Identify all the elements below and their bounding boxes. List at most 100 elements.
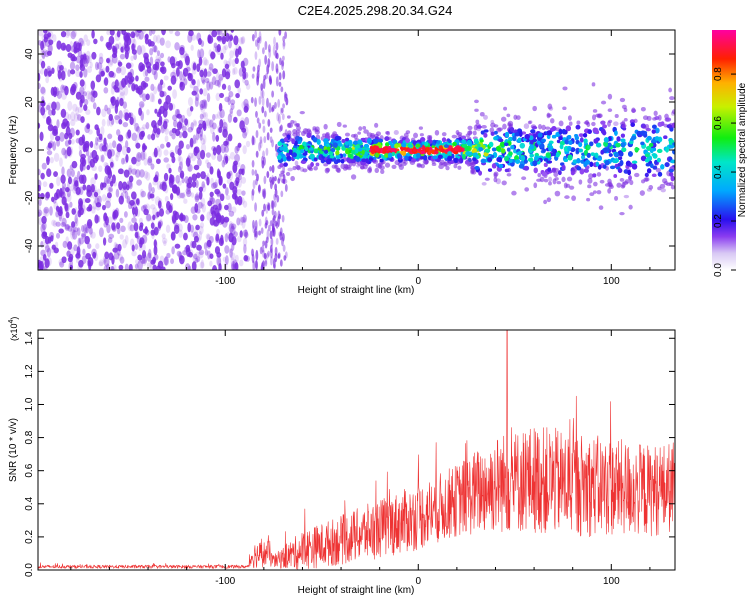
- spectrogram-cell: [127, 71, 133, 80]
- spectrogram-cell: [38, 209, 43, 217]
- spectrogram-cell: [67, 176, 72, 185]
- spectrogram-cell: [434, 129, 440, 136]
- spectrogram-cell: [453, 163, 458, 169]
- spectrogram-cell: [234, 262, 239, 270]
- spectrogram-cell: [668, 87, 673, 93]
- spectrogram-cell: [622, 181, 629, 185]
- spectrogram-cell: [202, 111, 209, 120]
- spectrogram-cell: [510, 145, 515, 150]
- spectrogram-cell: [191, 60, 198, 71]
- spectrogram-cell: [182, 67, 189, 77]
- spectrogram-cell: [228, 223, 235, 233]
- spectrogram-cell: [255, 260, 258, 270]
- spectrogram-cell: [235, 145, 240, 152]
- spectrogram-cell: [150, 83, 155, 92]
- spectrogram-cell: [538, 123, 542, 130]
- spectrogram-cell: [154, 122, 159, 131]
- spectrogram-cell: [343, 163, 349, 169]
- spectrogram-cell: [314, 129, 320, 135]
- spectrogram-cell: [644, 177, 650, 182]
- spectrogram-cell: [71, 221, 76, 228]
- spectrogram-cell: [231, 260, 236, 270]
- spectrogram-cell: [130, 55, 134, 62]
- spectrogram-cell: [153, 245, 158, 256]
- spectrogram-cell: [196, 256, 201, 263]
- spectrogram-cell: [668, 87, 673, 93]
- spectrogram-cell: [60, 42, 67, 51]
- colorbar-tick-label: 0.0: [713, 263, 724, 277]
- spectrogram-cell: [238, 174, 242, 181]
- spectrogram-cell: [46, 156, 50, 166]
- spectrogram-cell: [252, 260, 256, 270]
- spectrogram-cell: [38, 211, 41, 218]
- spectrogram-cell: [146, 109, 150, 116]
- spectrogram-cell: [52, 128, 58, 137]
- spectrogram-cell: [363, 129, 369, 134]
- spectrogram-cell: [59, 261, 65, 268]
- spectrogram-cell: [151, 93, 156, 103]
- spectrogram-cell: [598, 205, 604, 210]
- spectrogram-cell: [168, 178, 174, 188]
- spectrogram-cell: [652, 117, 657, 121]
- spectrogram-cell: [90, 231, 96, 239]
- spectrogram-cell: [420, 150, 425, 155]
- spectrogram-cell: [331, 164, 338, 169]
- spectrogram-cell: [194, 202, 199, 213]
- spectrogram-cell: [583, 121, 589, 125]
- spectrogram-cell: [196, 172, 201, 179]
- spectrogram-cell: [45, 30, 50, 34]
- spectrogram-cell: [282, 132, 288, 137]
- spectrogram-cell: [175, 186, 181, 196]
- spectrogram-cell: [60, 222, 66, 228]
- spectrogram-cell: [629, 140, 634, 145]
- spectrogram-cell: [83, 141, 87, 151]
- spectrogram-cell: [161, 233, 166, 239]
- spectrogram-cell: [378, 138, 384, 143]
- spectrogram-cell: [426, 135, 431, 141]
- spectrogram-cell: [287, 115, 291, 119]
- spectrogram-cell: [439, 159, 445, 166]
- spectrogram-cell: [633, 118, 638, 123]
- spectrogram-cell: [85, 149, 90, 157]
- spectrogram-cell: [70, 224, 76, 234]
- spectrogram-cell: [216, 228, 220, 236]
- spectrogram-cell: [202, 134, 207, 145]
- spectrogram-cell: [186, 182, 193, 189]
- spectrogram-cell: [138, 101, 145, 108]
- spectrogram-cell: [103, 265, 108, 270]
- spectrogram-cell: [324, 167, 330, 174]
- spectrogram-cell: [237, 87, 242, 94]
- spectrogram-cell: [465, 133, 471, 138]
- spectrogram-cell: [644, 158, 650, 163]
- spectrogram-cell: [423, 159, 429, 165]
- spectrogram-cell: [212, 181, 218, 189]
- spectrogram-cell: [69, 185, 74, 192]
- spectrogram-cell: [227, 113, 233, 123]
- spectrogram-cell: [51, 196, 55, 203]
- spectrogram-cell: [616, 136, 621, 142]
- spectrogram-cell: [415, 143, 421, 148]
- spectrogram-cell: [232, 192, 238, 201]
- spectrogram-cell: [541, 124, 546, 131]
- spectrogram-cell: [187, 72, 192, 79]
- spectrogram-cell: [150, 191, 155, 202]
- spectrogram-cell: [77, 263, 83, 270]
- spectrogram-cell: [336, 167, 341, 173]
- spectrogram-cell: [579, 169, 585, 175]
- spectrogram-cell: [95, 202, 102, 208]
- spectrogram-cell: [198, 230, 203, 241]
- spectrogram-cell: [564, 195, 570, 199]
- spectrogram-cell: [92, 251, 97, 259]
- spectrogram-cell: [201, 203, 206, 213]
- spectrogram-cell: [131, 244, 135, 252]
- spectrogram-cell: [239, 216, 244, 226]
- spectrogram-cell: [202, 57, 208, 66]
- spectrogram-cell: [120, 46, 124, 53]
- spectrogram-cell: [76, 42, 81, 51]
- spectrogram-cell: [80, 232, 87, 238]
- spectrogram-cell: [55, 188, 61, 199]
- spectrogram-cell: [119, 234, 124, 240]
- spectrogram-cell: [155, 211, 159, 219]
- spectrogram-cell: [398, 164, 404, 170]
- spectrogram-cell: [107, 184, 111, 194]
